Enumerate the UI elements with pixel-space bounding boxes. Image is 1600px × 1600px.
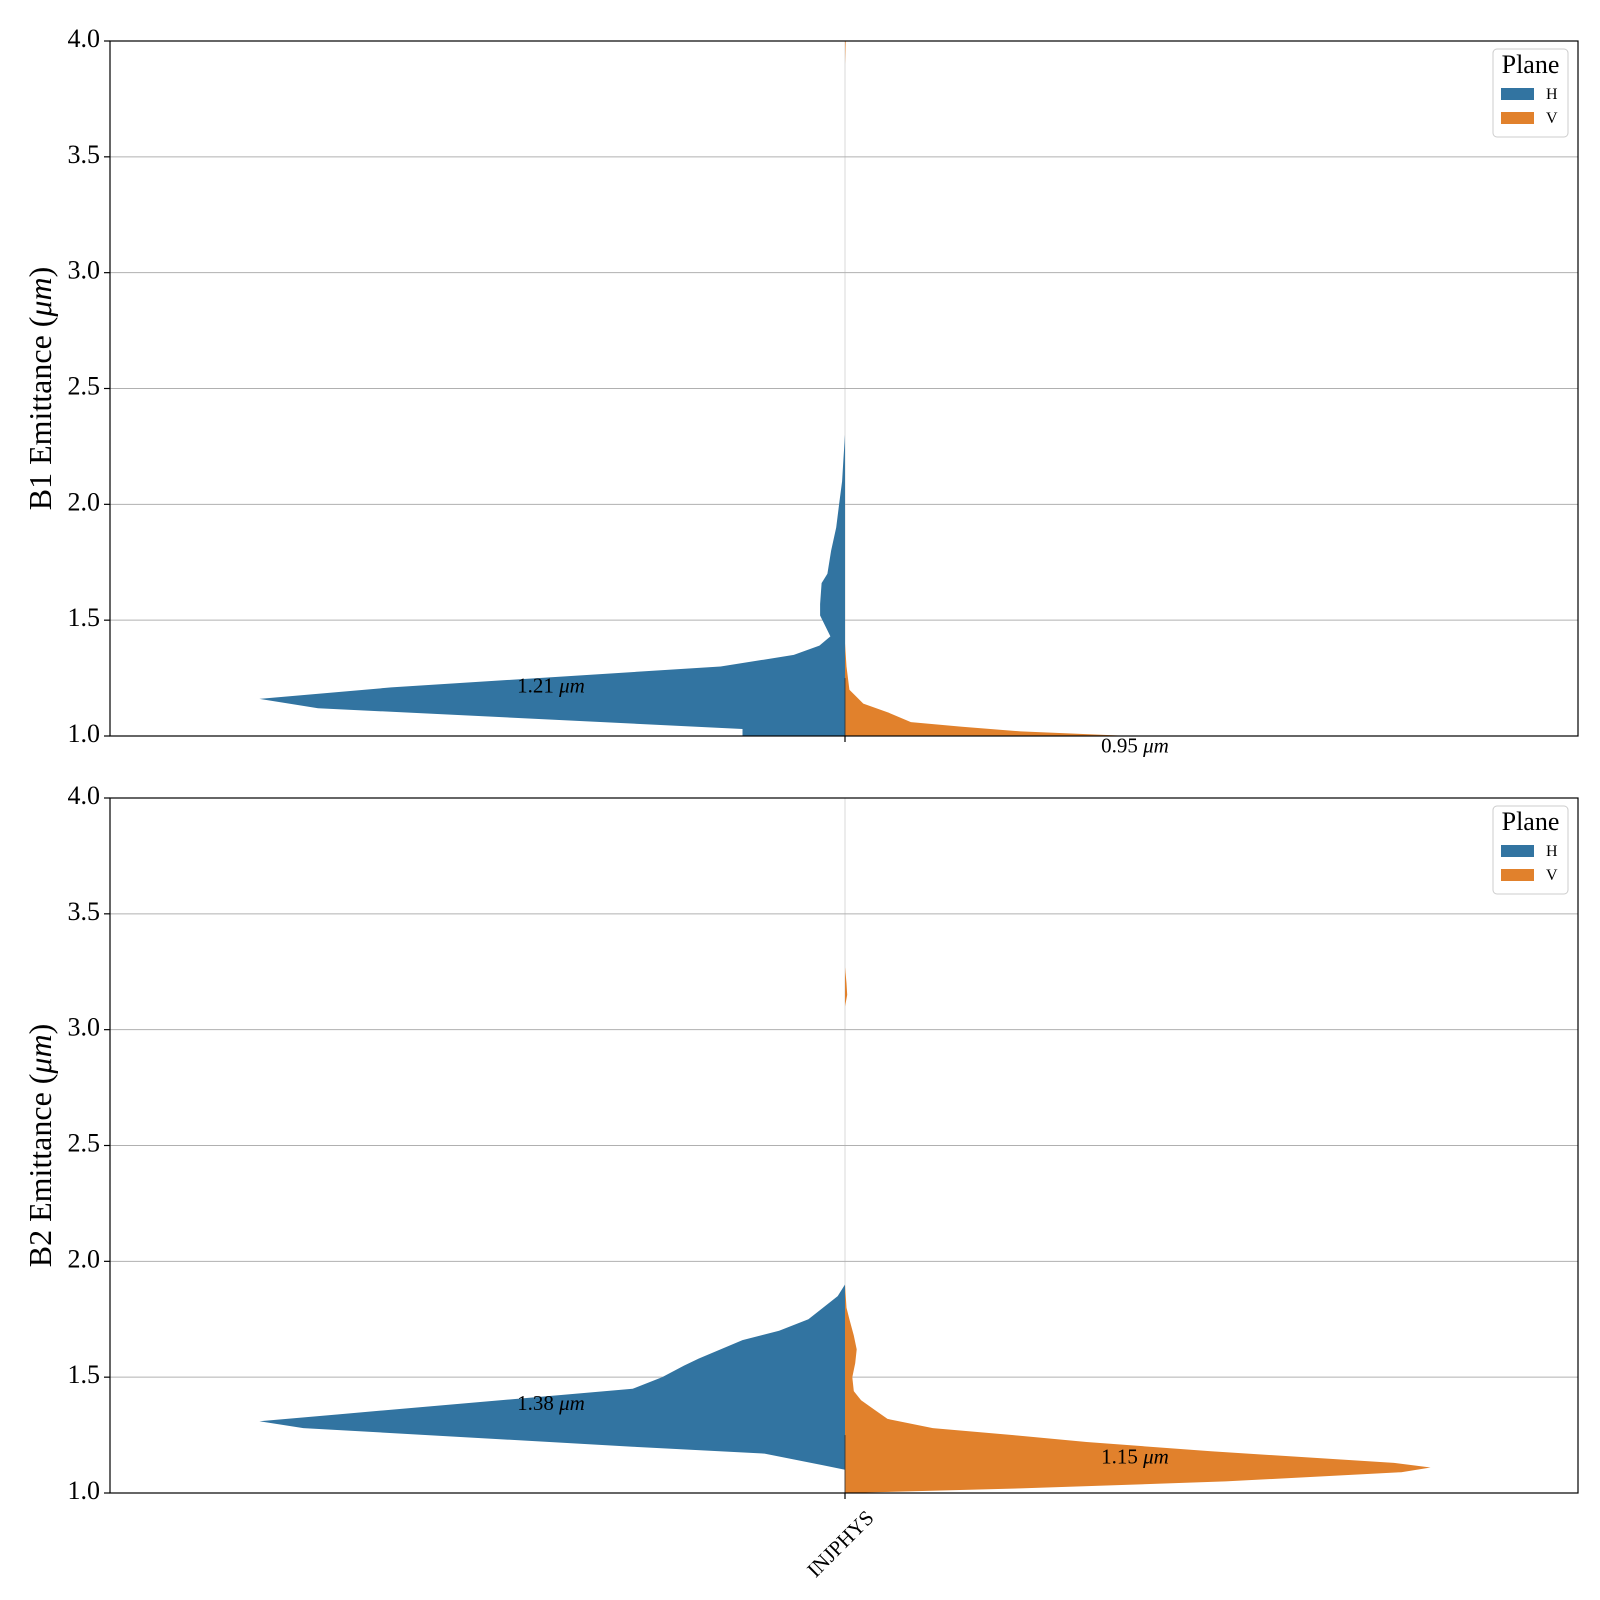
y-tick-label: 2.0 xyxy=(68,487,101,516)
y-axis-label-suffix: ) xyxy=(22,267,58,278)
median-annotation-h: 1.21 μm xyxy=(517,673,585,697)
violin-half-v xyxy=(845,967,1431,1493)
y-axis-label: B1 Emittance (μm) xyxy=(22,267,58,511)
y-tick-label: 3.5 xyxy=(68,897,101,926)
y-tick-label: 2.5 xyxy=(68,371,101,400)
annotation-unit: μm xyxy=(1142,1444,1169,1468)
median-annotation-v: 1.15 μm xyxy=(1101,1444,1169,1468)
y-tick-label: 1.5 xyxy=(68,1360,101,1389)
legend-label-v: V xyxy=(1546,867,1558,884)
panel-1: 1.21 μm0.95 μm1.01.52.02.53.03.54.0B1 Em… xyxy=(22,24,1579,757)
legend-swatch-h xyxy=(1501,845,1534,857)
legend-title: Plane xyxy=(1502,807,1560,836)
annotation-unit: μm xyxy=(1142,733,1169,757)
violin-half-h xyxy=(259,1284,845,1470)
y-tick-label: 3.0 xyxy=(68,256,101,285)
y-axis-label-unit: μm xyxy=(22,277,58,317)
y-axis-label-prefix: B2 Emittance ( xyxy=(22,1074,58,1268)
violin-half-h xyxy=(259,434,845,736)
annotation-value: 1.15 xyxy=(1101,1444,1143,1468)
panel-2: 1.38 μm1.15 μm1.01.52.02.53.03.54.0B2 Em… xyxy=(22,781,1579,1582)
y-tick-label: 1.5 xyxy=(68,603,101,632)
y-tick-label: 3.0 xyxy=(68,1013,101,1042)
y-tick-label: 4.0 xyxy=(68,781,101,810)
legend-swatch-h xyxy=(1501,88,1534,100)
annotation-unit: μm xyxy=(558,673,585,697)
median-annotation-v: 0.95 μm xyxy=(1101,733,1169,757)
legend: Plane HV xyxy=(1492,48,1569,138)
y-axis-label: B2 Emittance (μm) xyxy=(22,1024,58,1268)
y-tick-label: 3.5 xyxy=(68,140,101,169)
y-axis-label-unit: μm xyxy=(22,1034,58,1074)
y-axis-label-suffix: ) xyxy=(22,1024,58,1035)
y-tick-label: 1.0 xyxy=(68,1476,101,1505)
legend-swatch-v xyxy=(1501,869,1534,881)
annotation-unit: μm xyxy=(558,1391,585,1415)
annotation-value: 1.38 xyxy=(517,1391,559,1415)
median-annotation-h: 1.38 μm xyxy=(517,1391,585,1415)
legend-label-h: H xyxy=(1546,843,1558,860)
x-tick-label: INJPHYS xyxy=(802,1506,878,1582)
legend-label-v: V xyxy=(1546,110,1558,127)
y-tick-label: 1.0 xyxy=(68,719,101,748)
annotation-value: 0.95 xyxy=(1101,733,1143,757)
legend-label-h: H xyxy=(1546,86,1558,103)
y-tick-label: 2.0 xyxy=(68,1244,101,1273)
y-axis-label-prefix: B1 Emittance ( xyxy=(22,317,58,511)
legend-swatch-v xyxy=(1501,112,1534,124)
y-tick-label: 4.0 xyxy=(68,24,101,53)
legend: Plane HV xyxy=(1492,805,1569,895)
y-tick-label: 2.5 xyxy=(68,1128,101,1157)
annotation-value: 1.21 xyxy=(517,673,559,697)
legend-title: Plane xyxy=(1502,50,1560,79)
